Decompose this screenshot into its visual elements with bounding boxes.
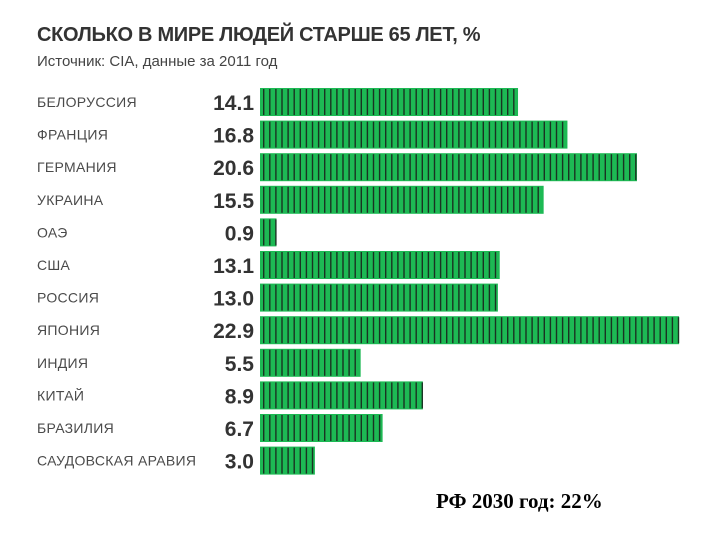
bar [260,381,423,410]
value-label: 14.1 [213,92,254,115]
value-label: 13.1 [213,255,254,278]
bar-stripes [263,219,277,246]
bar-row: ОАЭ 0.9 [37,218,277,247]
value-label: 0.9 [225,222,254,245]
bar-stripes [263,415,381,441]
footnote-text: РФ 2030 год: 22% [436,489,603,513]
bar [260,185,544,214]
bar-row: РОССИЯ 13.0 [37,283,498,312]
value-label: 8.9 [225,385,254,408]
category-label: УКРАИНА [37,192,104,208]
bar-stripes [263,121,564,148]
bar-stripes [263,284,497,311]
bar-row: ГЕРМАНИЯ 20.6 [37,153,637,182]
category-label: США [37,257,71,273]
category-label: БРАЗИЛИЯ [37,420,114,436]
bar-row: БЕЛОРУССИЯ 14.1 [37,88,519,116]
bar-chart: БЕЛОРУССИЯ 14.1 ФРАНЦИЯ 16.8 ГЕРМАНИЯ 20.6 УКР… [37,88,680,475]
bar-stripes [263,382,423,409]
bar [260,348,361,377]
category-label: ФРАНЦИЯ [37,127,108,143]
bar-row: ЯПОНИЯ 22.9 [37,316,680,345]
category-label: ГЕРМАНИЯ [37,159,117,175]
value-label: 5.5 [225,353,255,376]
bar [260,88,519,116]
bar [260,316,680,345]
category-label: ИНДИЯ [37,355,88,371]
bar-stripes [263,349,356,376]
chart-subtitle: Источник: CIA, данные за 2011 год [37,53,278,70]
bar-row: США 13.1 [37,251,500,279]
value-label: 13.0 [213,288,254,311]
bar-stripes [263,186,539,213]
bar-stripes [263,317,680,344]
bar-row: ИНДИЯ 5.5 [37,348,361,377]
category-label: КИТАЙ [37,386,84,403]
bar-row: САУДОВСКАЯ АРАВИЯ 3.0 [37,446,315,475]
value-label: 20.6 [213,157,254,180]
bar [260,120,568,149]
bar [260,218,277,247]
bar-row: КИТАЙ 8.9 [37,381,423,410]
category-label: БЕЛОРУССИЯ [37,94,137,110]
value-label: 16.8 [213,125,254,148]
bar-stripes [263,447,314,474]
value-label: 22.9 [213,320,254,343]
bar-row: ФРАНЦИЯ 16.8 [37,120,568,149]
category-label: ЯПОНИЯ [37,322,100,338]
value-label: 15.5 [213,190,254,213]
bar-row: БРАЗИЛИЯ 6.7 [37,414,383,442]
category-label: РОССИЯ [37,290,99,306]
bar [260,414,383,442]
bar-stripes [263,252,497,278]
category-label: ОАЭ [37,224,68,240]
value-label: 6.7 [225,418,254,441]
bar-row: УКРАИНА 15.5 [37,185,544,214]
bar-stripes [263,154,637,181]
chart-title: СКОЛЬКО В МИРЕ ЛЮДЕЙ СТАРШЕ 65 ЛЕТ, % [37,24,481,46]
category-label: САУДОВСКАЯ АРАВИЯ [37,453,196,469]
bar-stripes [263,89,515,115]
value-label: 3.0 [225,451,254,474]
